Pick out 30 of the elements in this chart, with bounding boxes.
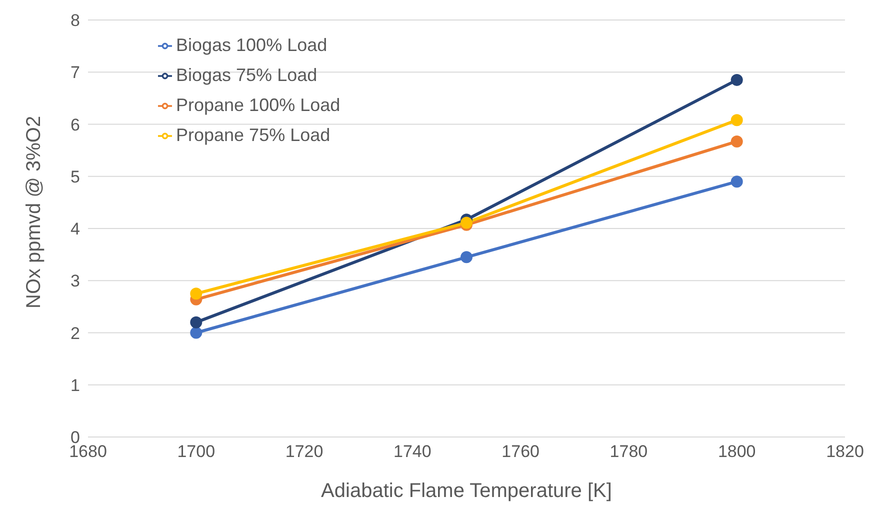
x-tick-label: 1700 [177,442,216,462]
legend-label: Biogas 75% Load [176,65,318,85]
y-tick-label: 1 [70,376,80,395]
point [190,326,202,339]
point [730,74,743,86]
point [730,135,743,148]
point [460,251,472,264]
y-tick-label: 4 [70,220,80,239]
x-tick-label: 1720 [285,442,324,462]
x-tick-label: 1680 [69,442,107,462]
point [190,288,202,300]
x-tick-label: 1740 [394,442,432,462]
x-axis-title: Adiabatic Flame Temperature [K] [321,480,612,502]
y-tick-label: 8 [70,11,80,30]
x-tick-label: 1760 [502,442,540,462]
point [190,316,202,328]
legend-label: Propane 75% Load [176,125,330,145]
x-tick-label: 1800 [718,442,756,462]
legend-label: Biogas 100% Load [176,35,328,55]
point [730,176,743,188]
y-tick-label: 2 [70,324,80,343]
y-tick-label: 5 [70,167,80,186]
y-axis-title: NOx ppmvd @ 3%O2 [23,116,46,308]
point [730,114,743,126]
x-tick-label: 1780 [610,442,648,462]
legend-label: Propane 100% Load [176,95,340,115]
x-tick-label: 1820 [826,442,864,462]
y-tick-label: 7 [70,63,80,82]
y-tick-label: 3 [70,272,80,291]
y-tick-label: 6 [70,115,80,134]
